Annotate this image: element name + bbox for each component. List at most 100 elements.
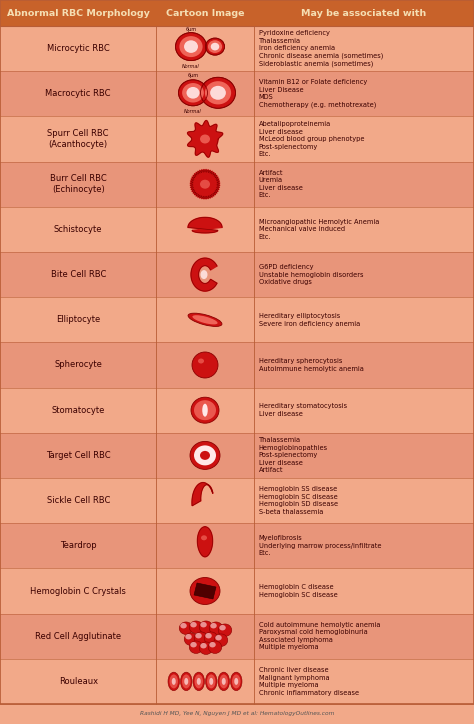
Polygon shape: [191, 169, 219, 199]
Text: Schistocyte: Schistocyte: [54, 225, 102, 234]
Text: Stomatocyte: Stomatocyte: [52, 405, 105, 415]
Ellipse shape: [195, 633, 202, 639]
Text: Hereditary elliptocytosis
Severe iron deficiency anemia: Hereditary elliptocytosis Severe iron de…: [259, 313, 360, 327]
Bar: [0, 433, 474, 478]
Ellipse shape: [211, 43, 219, 51]
Ellipse shape: [193, 672, 204, 691]
Text: G6PD deficiency
Unstable hemoglobin disorders
Oxidative drugs: G6PD deficiency Unstable hemoglobin diso…: [259, 264, 363, 285]
Ellipse shape: [206, 38, 225, 55]
Ellipse shape: [207, 674, 216, 689]
Bar: [0, 478, 474, 523]
Bar: [0, 207, 474, 252]
Bar: [0, 297, 474, 342]
Polygon shape: [188, 217, 222, 233]
Ellipse shape: [181, 672, 192, 691]
Ellipse shape: [190, 578, 220, 605]
Ellipse shape: [210, 623, 217, 628]
Bar: [0, 659, 474, 704]
Ellipse shape: [232, 674, 240, 689]
Bar: [0, 161, 474, 207]
Ellipse shape: [219, 674, 228, 689]
Polygon shape: [191, 258, 217, 291]
Text: Microcytic RBC: Microcytic RBC: [47, 44, 109, 53]
Ellipse shape: [230, 672, 242, 691]
Ellipse shape: [200, 622, 207, 628]
Ellipse shape: [170, 674, 178, 689]
Ellipse shape: [201, 535, 207, 540]
Text: Normal: Normal: [184, 109, 202, 114]
Bar: [0, 614, 474, 659]
Ellipse shape: [234, 678, 238, 685]
Circle shape: [192, 352, 218, 378]
Ellipse shape: [218, 624, 232, 636]
Ellipse shape: [214, 634, 228, 647]
Ellipse shape: [190, 622, 197, 628]
Ellipse shape: [189, 641, 203, 654]
Text: Myelofibrosis
Underlying marrow process/infiltrate
Etc.: Myelofibrosis Underlying marrow process/…: [259, 535, 381, 556]
Ellipse shape: [185, 634, 192, 639]
Ellipse shape: [201, 77, 236, 109]
Text: Cartoon Image: Cartoon Image: [166, 9, 244, 17]
Bar: [0, 342, 474, 387]
Text: Spherocyte: Spherocyte: [54, 361, 102, 369]
Ellipse shape: [199, 642, 213, 654]
Text: Vitamin B12 or Folate deficiency
Liver Disease
MDS
Chemotherapy (e.g. methotrexa: Vitamin B12 or Folate deficiency Liver D…: [259, 80, 376, 109]
Bar: [0, 0, 474, 26]
Ellipse shape: [199, 621, 213, 634]
Ellipse shape: [219, 625, 226, 631]
Bar: [0, 568, 474, 614]
Polygon shape: [198, 527, 212, 557]
Ellipse shape: [208, 641, 222, 654]
Ellipse shape: [192, 315, 218, 324]
Ellipse shape: [189, 621, 203, 634]
Text: Spurr Cell RBC
(Acanthocyte): Spurr Cell RBC (Acanthocyte): [47, 130, 109, 148]
Polygon shape: [192, 483, 213, 506]
Bar: [0, 71, 474, 117]
Text: Rouleaux: Rouleaux: [59, 677, 98, 686]
Ellipse shape: [190, 642, 197, 647]
Polygon shape: [194, 583, 216, 599]
Text: Target Cell RBC: Target Cell RBC: [46, 451, 110, 460]
Ellipse shape: [200, 135, 210, 143]
Ellipse shape: [184, 41, 198, 53]
Polygon shape: [188, 121, 223, 157]
Text: Burr Cell RBC
(Echinocyte): Burr Cell RBC (Echinocyte): [50, 174, 107, 194]
Ellipse shape: [188, 313, 222, 327]
Text: Hemoglobin SS disease
Hemoglobin SC disease
Hemoglobin SD disease
S-beta thalass: Hemoglobin SS disease Hemoglobin SC dise…: [259, 487, 337, 515]
Text: Chronic liver disease
Malignant lymphoma
Multiple myeloma
Chronic inflammatory d: Chronic liver disease Malignant lymphoma…: [259, 667, 359, 696]
Ellipse shape: [190, 442, 220, 469]
Ellipse shape: [202, 404, 208, 417]
Ellipse shape: [201, 270, 208, 279]
Ellipse shape: [218, 672, 229, 691]
Text: Cold autoimmune hemolytic anemia
Paroxysmal cold hemoglobinuria
Associated lymph: Cold autoimmune hemolytic anemia Paroxys…: [259, 622, 380, 650]
Text: Hereditary stomatocytosis
Liver disease: Hereditary stomatocytosis Liver disease: [259, 403, 346, 417]
Ellipse shape: [215, 635, 222, 641]
Ellipse shape: [184, 633, 198, 646]
Ellipse shape: [208, 41, 222, 53]
Text: Abetalipoproteinemia
Liver disease
McLeod blood group phenotype
Post-splenectomy: Abetalipoproteinemia Liver disease McLeo…: [259, 121, 364, 157]
Text: Abnormal RBC Morphology: Abnormal RBC Morphology: [7, 9, 150, 17]
Text: Rashidi H MD, Yee N, Nguyen J MD et al: HematologyOutlines.com: Rashidi H MD, Yee N, Nguyen J MD et al: …: [140, 712, 334, 717]
Text: May be associated with: May be associated with: [301, 9, 427, 17]
Text: Normal: Normal: [182, 64, 200, 69]
Ellipse shape: [172, 678, 176, 685]
Ellipse shape: [179, 80, 208, 106]
Ellipse shape: [209, 678, 213, 685]
Ellipse shape: [205, 633, 212, 639]
Ellipse shape: [179, 622, 193, 634]
Text: Artifact
Uremia
Liver disease
Etc.: Artifact Uremia Liver disease Etc.: [259, 170, 302, 198]
Ellipse shape: [200, 180, 210, 189]
Text: Bite Cell RBC: Bite Cell RBC: [51, 270, 106, 279]
Text: Hemoglobin C disease
Hemoglobin SC disease: Hemoglobin C disease Hemoglobin SC disea…: [259, 584, 337, 598]
Text: Pyridoxine deficiency
Thalassemia
Iron deficiency anemia
Chronic disease anemia : Pyridoxine deficiency Thalassemia Iron d…: [259, 30, 383, 67]
Ellipse shape: [222, 678, 226, 685]
Text: Hereditary spherocytosis
Autoimmune hemolytic anemia: Hereditary spherocytosis Autoimmune hemo…: [259, 358, 364, 371]
Text: Sickle Cell RBC: Sickle Cell RBC: [46, 496, 110, 505]
Ellipse shape: [184, 678, 188, 685]
Ellipse shape: [200, 643, 207, 649]
Ellipse shape: [194, 674, 203, 689]
Ellipse shape: [209, 622, 223, 634]
Bar: [0, 117, 474, 161]
Ellipse shape: [186, 87, 200, 98]
Ellipse shape: [197, 678, 201, 685]
